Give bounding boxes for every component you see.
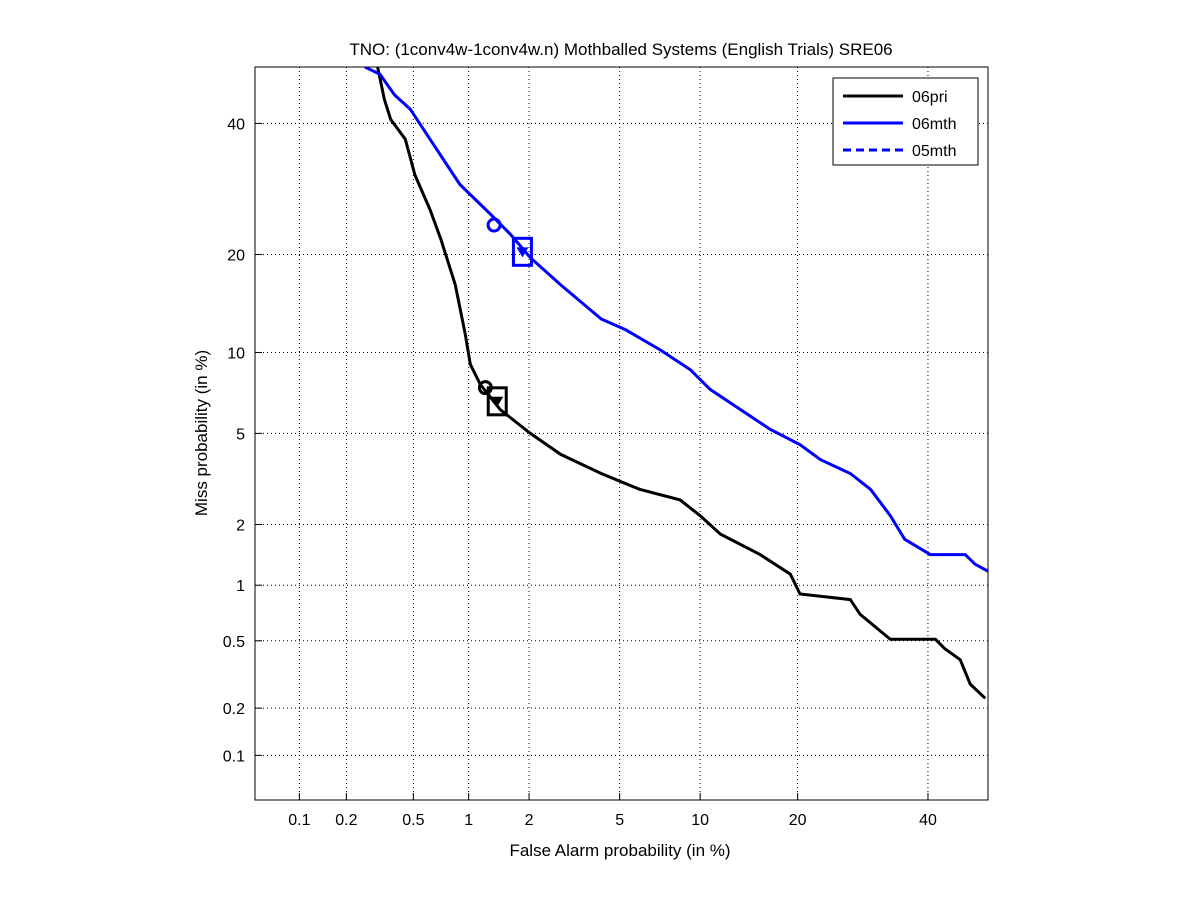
act-dcf-triangle-06mth <box>516 247 529 258</box>
legend-label: 06mth <box>912 116 956 133</box>
y-tick-label: 0.5 <box>223 634 245 651</box>
x-tick-label: 40 <box>919 812 937 829</box>
y-tick-label: 0.2 <box>223 701 245 718</box>
x-tick-label: 5 <box>615 812 624 829</box>
x-axis-label: False Alarm probability (in %) <box>509 841 730 860</box>
legend-label: 06pri <box>912 89 948 106</box>
legend: 06pri 06mth 05mth <box>832 77 979 166</box>
curves <box>364 67 988 700</box>
y-tick-label: 20 <box>227 247 245 264</box>
series-line-06pri <box>376 67 987 700</box>
x-tick-label: 1 <box>464 812 473 829</box>
x-tick-label: 10 <box>691 812 709 829</box>
min-dcf-marker-06mth <box>486 217 502 233</box>
x-tick-label: 0.2 <box>335 812 357 829</box>
ticks: 0.1 0.2 0.5 1 2 5 10 20 40 0.1 0.2 0.5 1 2 5 10 20 40 <box>223 116 937 829</box>
act-dcf-triangle-06pri <box>491 396 504 407</box>
y-tick-label: 0.1 <box>223 748 245 765</box>
x-tick-label: 2 <box>525 812 534 829</box>
legend-label: 05mth <box>912 143 956 160</box>
x-tick-label: 0.1 <box>288 812 310 829</box>
x-tick-label: 20 <box>789 812 807 829</box>
y-tick-label: 10 <box>227 345 245 362</box>
series-line-06mth <box>364 67 988 573</box>
y-tick-label: 1 <box>236 578 245 595</box>
y-tick-label: 40 <box>227 116 245 133</box>
chart-title: TNO: (1conv4w-1conv4w.n) Mothballed Syst… <box>349 40 892 59</box>
y-axis-label: Miss probability (in %) <box>192 350 211 516</box>
y-tick-label: 2 <box>236 517 245 534</box>
x-tick-label: 0.5 <box>402 812 424 829</box>
act-dcf-marker-06mth <box>511 236 533 267</box>
act-dcf-marker-06pri <box>486 386 508 417</box>
plot-frame <box>254 66 989 801</box>
y-tick-label: 5 <box>236 426 245 443</box>
plot-background <box>255 67 988 800</box>
